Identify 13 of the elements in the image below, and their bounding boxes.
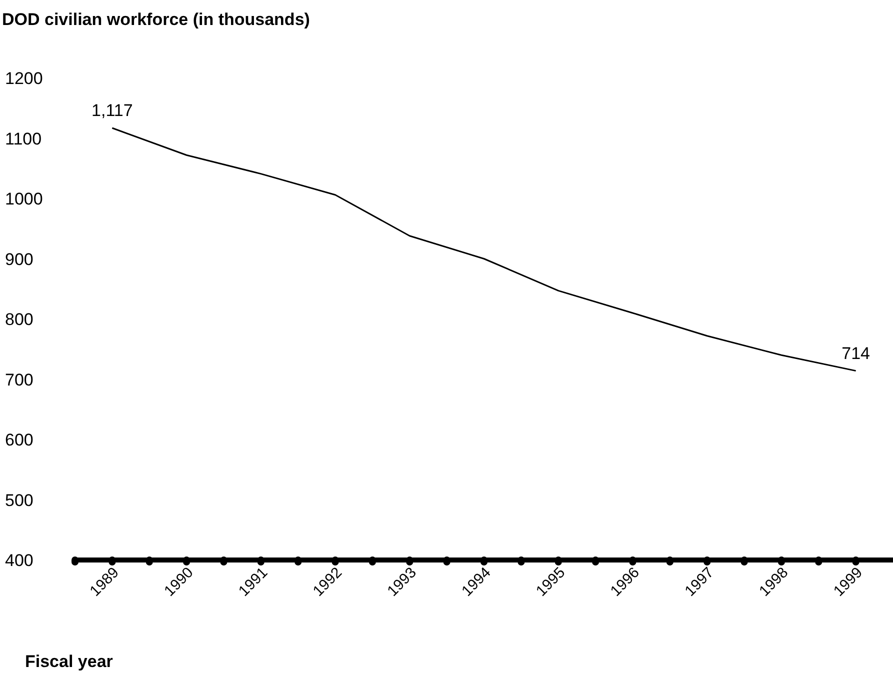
data-label: 714 (842, 344, 870, 363)
y-tick-label: 1100 (5, 129, 42, 148)
y-tick-label: 800 (5, 310, 34, 330)
y-tick-label: 400 (5, 551, 34, 570)
y-tick-label: 500 (5, 490, 34, 510)
y-tick-label: 1000 (5, 190, 43, 209)
y-tick-label: 1200 (5, 69, 43, 88)
y-tick-label: 600 (5, 430, 34, 450)
data-label: 1,117 (92, 101, 133, 120)
y-tick-label: 900 (5, 250, 34, 269)
x-axis-title: Fiscal year (25, 652, 113, 672)
chart-title: DOD civilian workforce (in thousands) (2, 10, 310, 30)
y-tick-label: 700 (5, 370, 34, 390)
